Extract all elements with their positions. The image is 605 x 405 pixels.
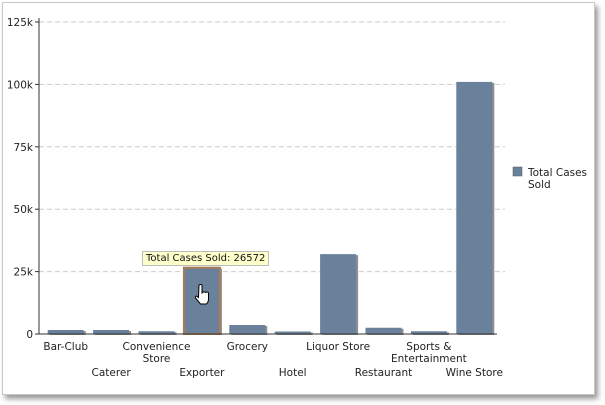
legend-label: Sold [528,179,551,191]
x-tick-label: Hotel [279,367,307,379]
legend-swatch [512,166,523,177]
bar [320,254,357,334]
tooltip: Total Cases Sold: 26572 [142,251,270,266]
bar [456,81,493,335]
bar [93,330,130,334]
x-tick-label: Exporter [179,367,225,379]
y-tick-label: 0 [26,329,33,341]
chart-panel [2,2,595,395]
x-tick-label: Caterer [91,367,131,379]
x-tick-label: Sports & [406,341,451,353]
bar [138,331,175,334]
x-tick-label: Store [143,353,171,365]
bar [410,331,447,334]
bar [229,325,266,334]
x-tick-label: Grocery [227,341,268,353]
x-tick-label: Restaurant [355,367,412,379]
legend-label: Total Cases [527,167,587,179]
x-tick-label: Liquor Store [306,341,370,353]
bar [274,331,311,334]
y-tick-label: 50k [14,204,34,216]
x-tick-label: Entertainment [391,353,467,365]
y-tick-label: 25k [14,267,34,279]
y-tick-label: 75k [14,142,34,154]
y-tick-label: 125k [7,17,34,29]
x-tick-label: Wine Store [446,367,503,379]
hand-cursor-icon [194,284,209,305]
bar [47,330,84,334]
x-tick-label: Convenience [122,341,190,353]
y-tick-label: 100k [7,79,34,91]
bar [365,327,402,334]
x-tick-label: Bar-Club [43,341,88,353]
